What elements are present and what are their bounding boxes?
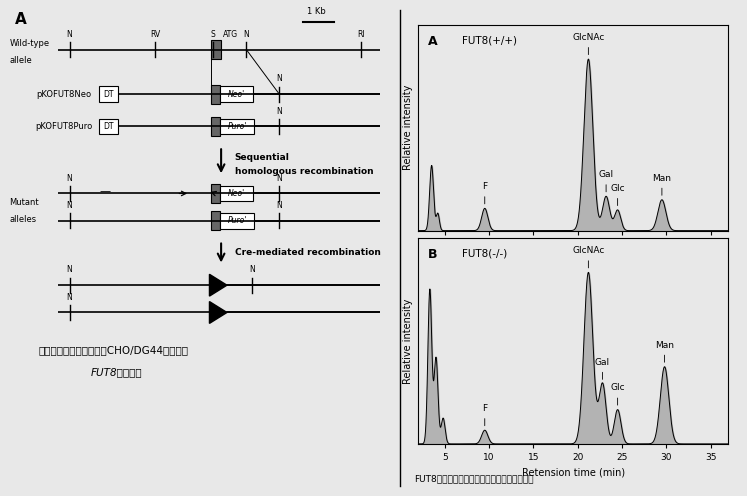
Text: DT: DT	[103, 90, 114, 99]
Text: S: S	[211, 30, 216, 39]
Text: DT: DT	[103, 122, 114, 131]
Text: FUT8等位基因: FUT8等位基因	[90, 367, 142, 377]
Text: GlcNAc: GlcNAc	[572, 246, 604, 268]
Text: allele: allele	[10, 56, 32, 65]
Text: homologous recombination: homologous recombination	[235, 167, 374, 176]
Text: ATG: ATG	[223, 30, 238, 39]
Text: Man: Man	[652, 174, 672, 195]
Polygon shape	[209, 302, 227, 323]
Text: N: N	[276, 201, 282, 210]
Text: 利用基因重组的方法敲除CHO/DG44细胞系的: 利用基因重组的方法敲除CHO/DG44细胞系的	[39, 345, 188, 355]
Bar	[211, 85, 220, 104]
Bar	[220, 119, 254, 134]
Text: Sequential: Sequential	[235, 153, 290, 162]
Bar	[211, 184, 220, 203]
Text: FUT8(-/-): FUT8(-/-)	[462, 248, 507, 258]
Text: Neo': Neo'	[228, 90, 245, 99]
Text: pKOFUT8Puro: pKOFUT8Puro	[35, 122, 93, 131]
Text: N: N	[276, 107, 282, 116]
Text: F: F	[482, 404, 487, 426]
Text: N: N	[276, 174, 282, 183]
Text: A: A	[15, 12, 27, 27]
Text: N: N	[66, 265, 72, 274]
Text: Wild-type: Wild-type	[10, 39, 49, 48]
Text: Man: Man	[655, 341, 674, 362]
Text: GlcNAc: GlcNAc	[572, 33, 604, 55]
Text: Cre-mediated recombination: Cre-mediated recombination	[235, 248, 380, 257]
Text: RV: RV	[150, 30, 160, 39]
X-axis label: Retension time (min): Retension time (min)	[521, 254, 625, 264]
Bar	[220, 86, 253, 102]
Text: FUT8基因敲除前后，来自生物制药抗体的糖形: FUT8基因敲除前后，来自生物制药抗体的糖形	[415, 475, 534, 484]
Text: Gal: Gal	[595, 358, 610, 379]
Polygon shape	[209, 274, 227, 296]
Text: 1 Kb: 1 Kb	[306, 7, 326, 16]
Text: B: B	[427, 248, 437, 261]
Text: N: N	[249, 265, 255, 274]
Text: N: N	[276, 74, 282, 83]
Bar	[220, 213, 254, 229]
Y-axis label: Relative intensity: Relative intensity	[403, 298, 413, 384]
Bar	[211, 117, 220, 136]
Text: Puro': Puro'	[227, 216, 247, 225]
Text: Glc: Glc	[610, 184, 625, 205]
Bar	[220, 186, 253, 201]
Y-axis label: Relative intensity: Relative intensity	[403, 85, 413, 171]
Text: A: A	[427, 35, 437, 48]
Text: Neo': Neo'	[228, 189, 245, 198]
X-axis label: Retension time (min): Retension time (min)	[521, 468, 625, 478]
Text: pKOFUT8Neo: pKOFUT8Neo	[37, 90, 91, 99]
Text: alleles: alleles	[10, 215, 37, 224]
Bar	[211, 211, 220, 230]
Text: Mutant: Mutant	[10, 197, 39, 207]
Text: N: N	[66, 201, 72, 210]
Text: F: F	[482, 182, 487, 204]
Text: Gal: Gal	[598, 170, 613, 192]
Text: —: —	[99, 186, 110, 196]
Text: N: N	[244, 30, 249, 39]
Text: N: N	[66, 30, 72, 39]
Text: RI: RI	[357, 30, 365, 39]
Bar	[99, 119, 118, 134]
Text: Puro': Puro'	[227, 122, 247, 131]
Text: N: N	[66, 293, 72, 302]
Bar	[99, 86, 118, 102]
Text: N: N	[66, 174, 72, 183]
Bar	[211, 40, 221, 59]
Text: FUT8(+/+): FUT8(+/+)	[462, 35, 517, 45]
Text: Glc: Glc	[610, 383, 625, 405]
